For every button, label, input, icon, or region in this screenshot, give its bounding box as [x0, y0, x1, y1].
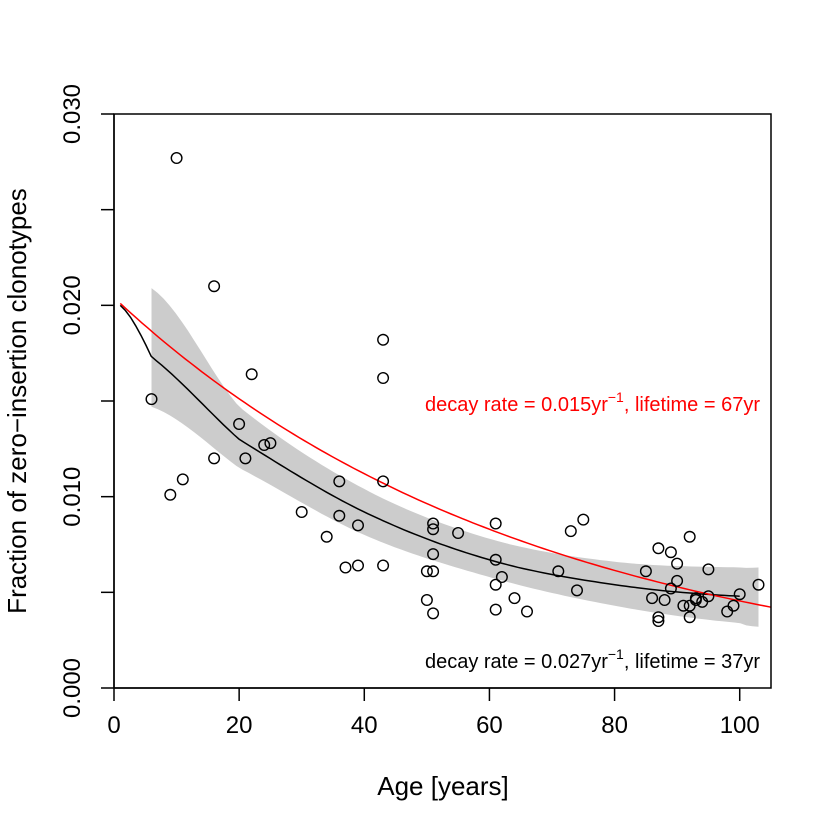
fit-curve	[119, 304, 740, 597]
data-point	[427, 517, 440, 530]
data-point	[733, 588, 746, 601]
x-tick-label: 100	[720, 712, 760, 739]
data-point	[521, 605, 534, 618]
data-point	[577, 513, 590, 526]
y-tick-label: 0.030	[59, 84, 86, 144]
data-point	[164, 488, 177, 501]
data-point	[427, 523, 440, 536]
data-point	[652, 542, 665, 555]
data-point	[658, 594, 671, 607]
data-point	[652, 611, 665, 624]
confidence-band-layer	[151, 288, 759, 627]
data-point	[664, 546, 677, 559]
y-axis-title: Fraction of zero−insertion clonotypes	[2, 188, 32, 614]
data-point	[664, 582, 677, 595]
data-point	[377, 372, 390, 385]
data-point	[245, 368, 258, 381]
data-point	[145, 393, 158, 406]
data-point	[377, 333, 390, 346]
data-point	[320, 530, 333, 543]
point-layer	[145, 151, 765, 628]
x-tick-label: 40	[351, 712, 378, 739]
data-point	[489, 553, 502, 566]
data-point	[208, 452, 221, 465]
data-point	[333, 475, 346, 488]
data-point	[239, 452, 252, 465]
data-point	[489, 517, 502, 530]
data-point	[333, 509, 346, 522]
reference-curve	[119, 302, 772, 608]
y-tick-label: 0.000	[59, 658, 86, 718]
data-point	[571, 584, 584, 597]
data-point	[452, 527, 465, 540]
data-point	[258, 439, 271, 452]
data-point	[489, 603, 502, 616]
data-point	[689, 594, 702, 607]
data-point	[639, 565, 652, 578]
data-point	[170, 151, 183, 164]
x-tick-label: 20	[226, 712, 253, 739]
data-point	[377, 559, 390, 572]
fit-annotation: decay rate = 0.027yr−1, lifetime = 37yr	[425, 646, 760, 673]
y-axis: 0.000 0.010 0.020 0.030	[59, 84, 115, 718]
data-point	[489, 578, 502, 591]
data-point	[264, 437, 277, 450]
reference-annotation: decay rate = 0.015yr−1, lifetime = 67yr	[425, 389, 760, 416]
data-point	[671, 574, 684, 587]
data-point	[702, 563, 715, 576]
y-tick-label: 0.020	[59, 275, 86, 335]
data-point	[702, 590, 715, 603]
data-point	[652, 615, 665, 628]
data-point	[295, 506, 308, 519]
data-point	[683, 611, 696, 624]
data-point	[495, 571, 508, 584]
y-tick-label: 0.010	[59, 467, 86, 527]
data-point	[352, 559, 365, 572]
data-point	[420, 565, 433, 578]
data-point	[727, 599, 740, 612]
data-point	[752, 578, 765, 591]
x-tick-label: 0	[107, 712, 120, 739]
data-point	[683, 530, 696, 543]
data-point	[508, 592, 521, 605]
x-tick-label: 60	[476, 712, 503, 739]
x-axis-title: Age [years]	[377, 771, 509, 801]
x-axis: 0 20 40 60 80 100	[107, 687, 760, 739]
x-tick-label: 80	[601, 712, 628, 739]
data-point	[671, 557, 684, 570]
data-point	[377, 475, 390, 488]
data-point	[427, 565, 440, 578]
data-point	[427, 548, 440, 561]
data-point	[552, 565, 565, 578]
data-point	[677, 599, 690, 612]
data-point	[420, 594, 433, 607]
confidence-band	[151, 288, 759, 627]
data-point	[646, 592, 659, 605]
data-point	[233, 418, 246, 431]
data-point	[176, 473, 189, 486]
data-point	[208, 280, 221, 293]
data-point	[339, 561, 352, 574]
data-point	[564, 525, 577, 538]
data-point	[427, 607, 440, 620]
curve-layer	[119, 302, 772, 608]
data-point	[352, 519, 365, 532]
